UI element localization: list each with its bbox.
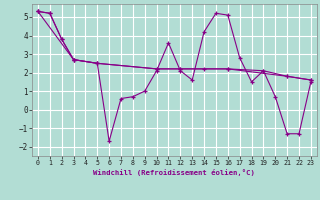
X-axis label: Windchill (Refroidissement éolien,°C): Windchill (Refroidissement éolien,°C) — [93, 169, 255, 176]
